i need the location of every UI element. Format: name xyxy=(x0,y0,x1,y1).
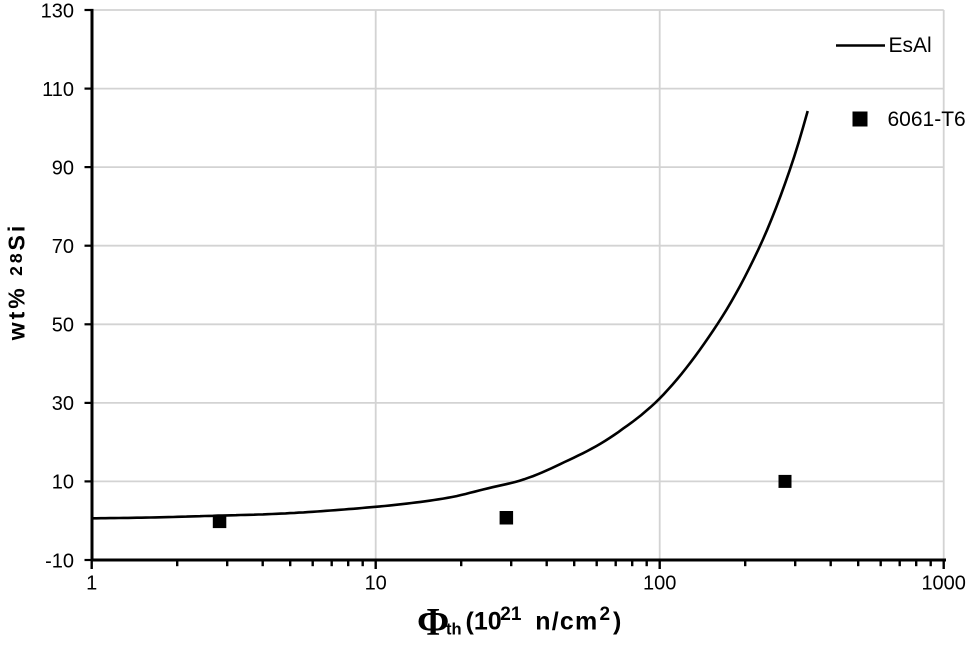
svg-text:Φ: Φ xyxy=(417,601,449,641)
svg-text:70: 70 xyxy=(52,236,74,258)
svg-text:1: 1 xyxy=(86,573,97,595)
svg-text:-10: -10 xyxy=(45,550,74,572)
svg-text:th: th xyxy=(446,621,462,639)
svg-text:10: 10 xyxy=(365,573,387,595)
svg-text:100: 100 xyxy=(643,573,676,595)
svg-text:30: 30 xyxy=(52,393,74,415)
svg-text:10: 10 xyxy=(52,472,74,494)
svg-text:wt% 28Si: wt% 28Si xyxy=(4,223,30,342)
svg-text:21: 21 xyxy=(500,604,522,625)
svg-text:6061-T6: 6061-T6 xyxy=(888,108,966,131)
svg-text:50: 50 xyxy=(52,315,74,337)
svg-text:EsAl: EsAl xyxy=(889,34,932,57)
svg-text:2: 2 xyxy=(600,604,611,625)
svg-text:): ) xyxy=(613,608,621,636)
svg-text:90: 90 xyxy=(52,157,74,179)
svg-text:(10: (10 xyxy=(466,608,502,636)
svg-text:130: 130 xyxy=(41,0,74,22)
svg-text:n/cm: n/cm xyxy=(535,608,598,636)
svg-text:1000: 1000 xyxy=(921,573,966,595)
svg-text:110: 110 xyxy=(42,79,74,101)
